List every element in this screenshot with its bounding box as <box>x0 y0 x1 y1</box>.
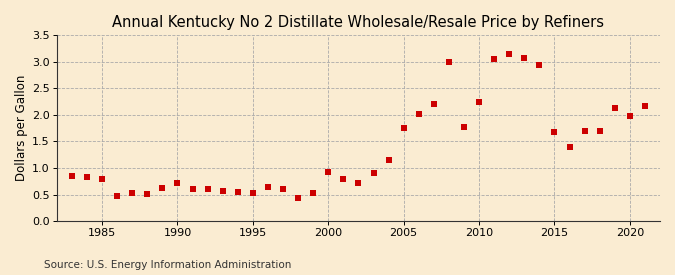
Point <box>398 126 409 130</box>
Point <box>323 170 333 174</box>
Point <box>368 170 379 175</box>
Point <box>564 145 575 150</box>
Point <box>519 56 530 60</box>
Point <box>489 57 500 61</box>
Point <box>534 63 545 67</box>
Point <box>639 104 650 108</box>
Point <box>97 177 107 181</box>
Point <box>232 190 243 195</box>
Point <box>67 174 78 179</box>
Point <box>172 181 183 185</box>
Point <box>429 102 439 106</box>
Point <box>112 193 123 198</box>
Point <box>458 124 469 129</box>
Point <box>82 175 92 179</box>
Point <box>504 52 514 57</box>
Point <box>142 192 153 196</box>
Point <box>610 106 620 110</box>
Point <box>549 130 560 135</box>
Point <box>308 191 319 195</box>
Text: Source: U.S. Energy Information Administration: Source: U.S. Energy Information Administ… <box>44 260 291 270</box>
Point <box>187 187 198 191</box>
Point <box>383 158 394 162</box>
Point <box>474 100 485 104</box>
Point <box>263 185 273 189</box>
Y-axis label: Dollars per Gallon: Dollars per Gallon <box>15 75 28 182</box>
Point <box>579 129 590 133</box>
Point <box>594 129 605 133</box>
Point <box>443 60 454 64</box>
Point <box>293 196 304 200</box>
Point <box>248 191 259 195</box>
Point <box>624 114 635 118</box>
Title: Annual Kentucky No 2 Distillate Wholesale/Resale Price by Refiners: Annual Kentucky No 2 Distillate Wholesal… <box>113 15 604 30</box>
Point <box>338 177 349 181</box>
Point <box>413 112 424 116</box>
Point <box>157 185 168 190</box>
Point <box>202 186 213 191</box>
Point <box>217 189 228 193</box>
Point <box>127 191 138 196</box>
Point <box>353 181 364 185</box>
Point <box>277 187 288 191</box>
